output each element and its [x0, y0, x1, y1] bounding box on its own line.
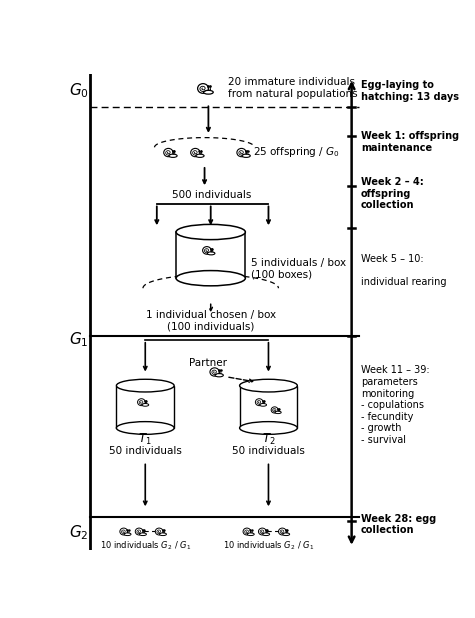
- Ellipse shape: [256, 399, 263, 405]
- Text: 20 immature individuals
from natural populations: 20 immature individuals from natural pop…: [228, 77, 357, 99]
- Text: Week 11 – 39:
parameters
monitoring
- copulations
- fecundity
- growth
- surviva: Week 11 – 39: parameters monitoring - co…: [361, 365, 429, 445]
- Text: $T_2$: $T_2$: [262, 433, 276, 447]
- Text: 10 individuals $G_2$ / $G_1$: 10 individuals $G_2$ / $G_1$: [100, 539, 191, 552]
- Ellipse shape: [215, 374, 223, 377]
- Ellipse shape: [116, 379, 174, 392]
- Ellipse shape: [278, 528, 286, 535]
- Text: Week 2 – 4:
offspring
collection: Week 2 – 4: offspring collection: [361, 177, 424, 210]
- Ellipse shape: [196, 154, 204, 158]
- Text: $G_0$: $G_0$: [69, 82, 89, 101]
- Bar: [116, 386, 174, 428]
- Text: 50 individuals: 50 individuals: [109, 446, 182, 457]
- Ellipse shape: [210, 368, 219, 376]
- Ellipse shape: [263, 533, 270, 536]
- Ellipse shape: [176, 271, 246, 286]
- Ellipse shape: [190, 148, 200, 157]
- Bar: [176, 232, 246, 278]
- Ellipse shape: [160, 533, 166, 536]
- Ellipse shape: [198, 83, 209, 93]
- Text: 25 offspring / $G_0$: 25 offspring / $G_0$: [253, 145, 340, 159]
- Ellipse shape: [204, 90, 213, 94]
- Ellipse shape: [239, 421, 297, 434]
- Ellipse shape: [135, 528, 143, 535]
- Text: 5 individuals / box
(100 boxes): 5 individuals / box (100 boxes): [251, 258, 346, 280]
- Ellipse shape: [138, 399, 145, 405]
- Ellipse shape: [260, 404, 266, 406]
- Ellipse shape: [203, 247, 211, 254]
- Ellipse shape: [271, 407, 278, 413]
- Text: 50 individuals: 50 individuals: [232, 446, 305, 457]
- Ellipse shape: [124, 533, 131, 536]
- Text: 10 individuals $G_2$ / $G_1$: 10 individuals $G_2$ / $G_1$: [223, 539, 314, 552]
- Ellipse shape: [140, 533, 146, 536]
- Text: Week 1: offspring
maintenance: Week 1: offspring maintenance: [361, 131, 459, 153]
- Ellipse shape: [275, 411, 281, 413]
- Ellipse shape: [247, 533, 254, 536]
- Ellipse shape: [120, 528, 128, 535]
- Ellipse shape: [207, 252, 215, 255]
- Ellipse shape: [258, 528, 266, 535]
- Text: Week 5 – 10:

individual rearing: Week 5 – 10: individual rearing: [361, 254, 446, 287]
- Text: $G_2$: $G_2$: [69, 523, 89, 541]
- Ellipse shape: [142, 404, 149, 406]
- Text: $T_1$: $T_1$: [138, 433, 152, 447]
- Bar: [239, 386, 297, 428]
- Ellipse shape: [176, 224, 246, 240]
- Ellipse shape: [164, 148, 173, 157]
- Text: Week 28: egg
collection: Week 28: egg collection: [361, 514, 436, 535]
- Text: 500 individuals: 500 individuals: [172, 190, 252, 200]
- Ellipse shape: [242, 154, 250, 158]
- Ellipse shape: [116, 421, 174, 434]
- Ellipse shape: [237, 148, 246, 157]
- Ellipse shape: [239, 379, 297, 392]
- Text: 1 individual chosen / box
(100 individuals): 1 individual chosen / box (100 individua…: [146, 310, 276, 331]
- Ellipse shape: [243, 528, 251, 535]
- Text: Partner: Partner: [190, 358, 228, 368]
- Ellipse shape: [283, 533, 290, 536]
- Ellipse shape: [155, 528, 163, 535]
- Text: $G_1$: $G_1$: [69, 331, 89, 349]
- Ellipse shape: [169, 154, 177, 158]
- Text: Egg-laying to
hatching: 13 days: Egg-laying to hatching: 13 days: [361, 80, 459, 102]
